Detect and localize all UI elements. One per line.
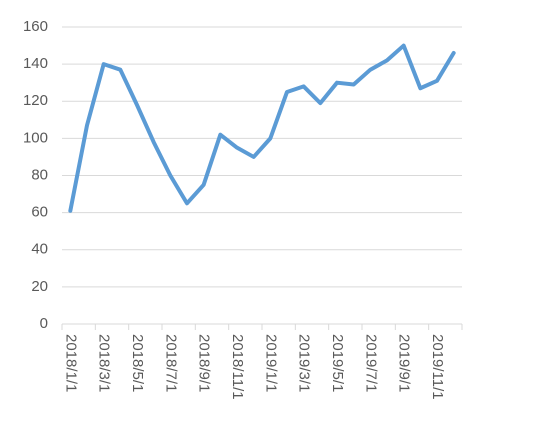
- x-tick-label: 2019/9/1: [396, 334, 413, 392]
- x-tick-label: 2019/3/1: [296, 334, 313, 392]
- x-tick-label: 2018/9/1: [196, 334, 213, 392]
- x-tick-label: 2018/7/1: [162, 334, 179, 392]
- y-tick-label: 120: [23, 92, 48, 109]
- data-line: [68, 43, 456, 213]
- y-tick-label: 80: [31, 166, 48, 183]
- x-tick-label: 2019/1/1: [262, 334, 279, 392]
- y-tick-label: 60: [31, 204, 48, 221]
- y-tick-label: 160: [23, 18, 48, 35]
- x-tick-label: 2018/5/1: [129, 334, 146, 392]
- y-tick-label: 40: [31, 241, 48, 258]
- x-tick-label: 2018/3/1: [96, 334, 113, 392]
- x-tick-label: 2018/1/1: [62, 334, 79, 392]
- x-tick-label: 2019/5/1: [329, 334, 346, 392]
- y-tick-label: 20: [31, 278, 48, 295]
- y-tick-label: 100: [23, 129, 48, 146]
- x-tick-label: 2019/7/1: [362, 334, 379, 392]
- y-tick-label: 0: [40, 315, 48, 332]
- x-tick-label: 2018/11/1: [229, 334, 246, 400]
- x-tick-label: 2019/11/1: [429, 334, 446, 400]
- y-tick-label: 140: [23, 55, 48, 72]
